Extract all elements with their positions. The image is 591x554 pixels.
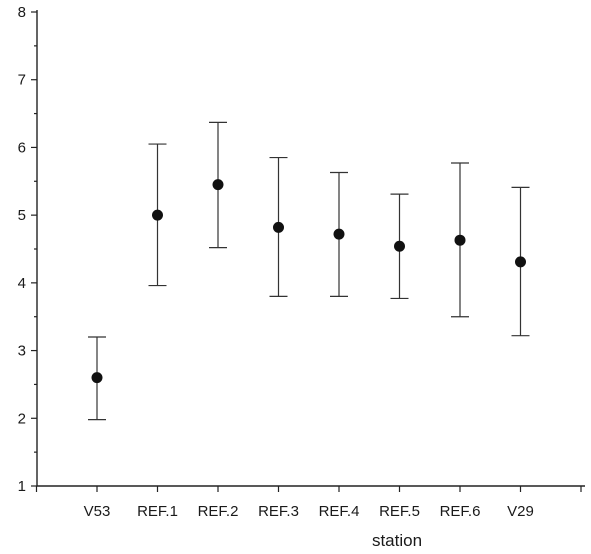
y-axis-ticks: 1 2 3 4 5 6 7 8	[18, 4, 37, 495]
data-point	[273, 221, 284, 233]
data-point	[515, 256, 526, 268]
x-tick-label: V29	[507, 503, 534, 520]
axes	[36, 10, 585, 487]
y-tick-label: 7	[18, 72, 26, 89]
data-point	[212, 179, 224, 191]
data-point	[454, 234, 466, 246]
x-tick-label: REF.1	[137, 503, 178, 520]
data-point	[152, 209, 163, 221]
x-axis-label: station	[372, 531, 422, 550]
y-tick-label: 3	[18, 343, 26, 360]
data-point	[394, 240, 405, 252]
x-tick-label: REF.4	[319, 503, 360, 520]
x-axis-ticks: V53 REF.1 REF.2 REF.3 REF.4 REF.5 REF.6 V29	[35, 486, 582, 520]
x-tick-label: REF.2	[198, 503, 239, 520]
y-tick-label: 4	[18, 275, 26, 292]
x-tick-label: V53	[84, 503, 111, 520]
data-point	[333, 228, 345, 240]
x-tick-label: REF.6	[440, 503, 481, 520]
x-tick-label: REF.3	[258, 503, 299, 520]
y-tick-label: 2	[18, 410, 26, 427]
data-marks	[88, 121, 530, 421]
y-tick-label: 5	[18, 207, 26, 224]
y-tick-label: 1	[18, 478, 26, 495]
y-tick-label: 6	[18, 139, 26, 156]
y-tick-label: 8	[18, 4, 26, 21]
x-tick-label: REF.5	[379, 503, 420, 520]
data-point	[91, 372, 103, 384]
